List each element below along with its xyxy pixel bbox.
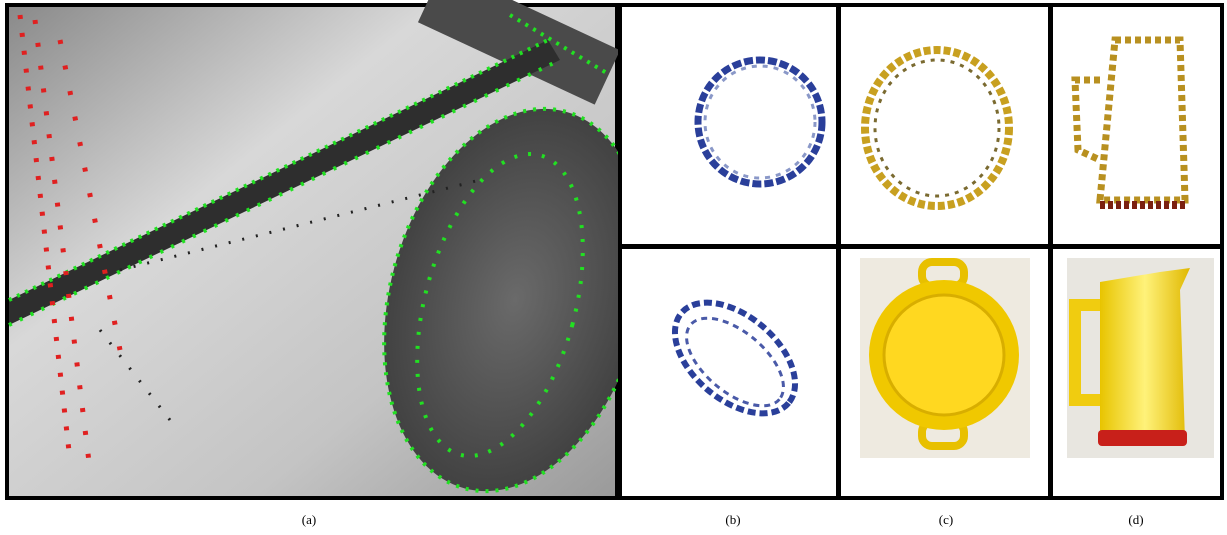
caption: (a) — [302, 512, 316, 527]
caption: (c) — [939, 512, 953, 527]
panel-d — [1053, 7, 1220, 496]
jug — [1100, 268, 1190, 440]
panel-b — [622, 7, 836, 496]
caption: (b) — [725, 512, 740, 527]
panel-c — [841, 7, 1048, 496]
jug-base — [1098, 430, 1187, 446]
caption: (d) — [1128, 512, 1143, 527]
bowl-inner — [884, 295, 1004, 415]
figure: (a) (b) (c) (d) — [0, 0, 1227, 535]
cell — [622, 7, 836, 244]
panel-a — [5, 0, 686, 521]
cell — [622, 249, 836, 496]
